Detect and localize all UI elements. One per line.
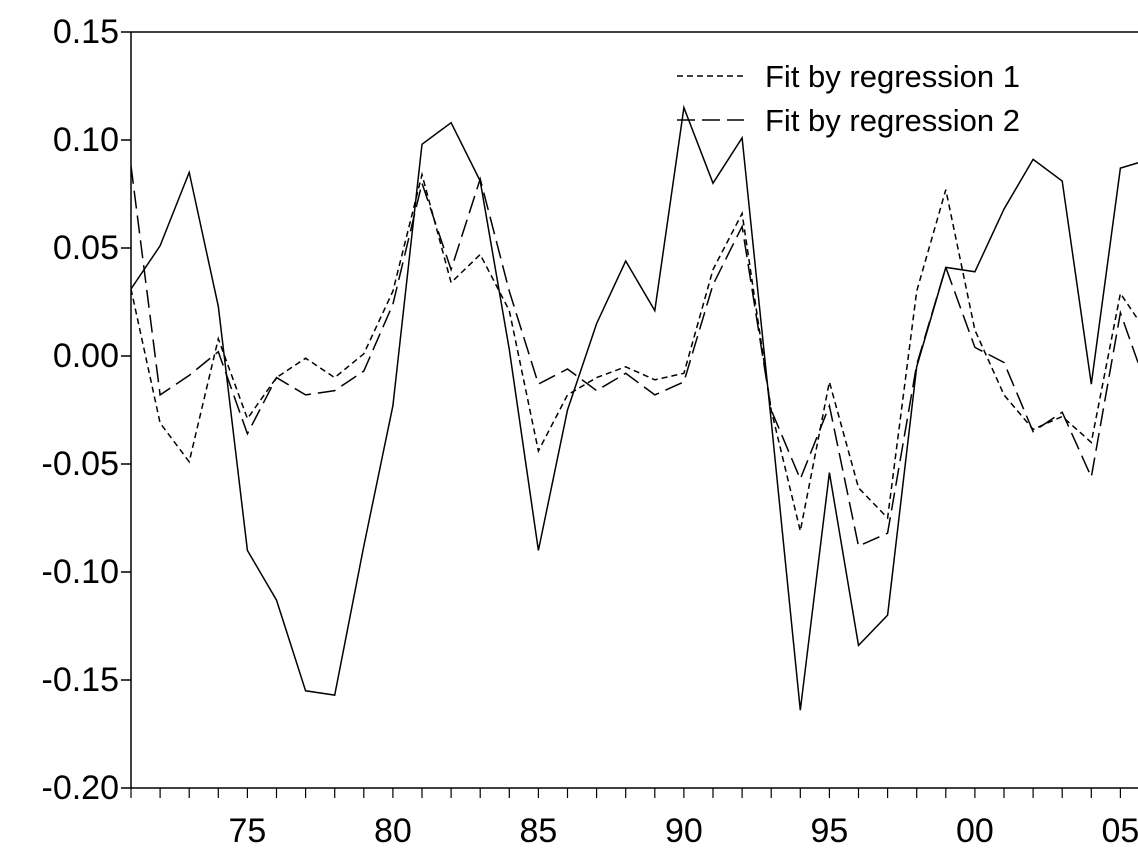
series-line-1 [131,108,1138,711]
x-tick-label: 90 [665,812,703,850]
x-tick-label: 05 [1101,812,1138,850]
y-tick-label: -0.20 [42,769,120,807]
series-line-3 [131,166,1138,546]
y-tick-label: 0.10 [53,121,119,159]
legend-label-2: Fit by regression 1 [765,59,1020,94]
series-line-2 [131,175,1138,533]
y-tick-label: 0.05 [53,229,119,267]
y-tick-label: 0.00 [53,337,119,375]
y-tick-label: -0.10 [42,553,120,591]
axes: 0.15 0.10 0.05 0.00 -0.05 -0.10 -0.15 -0.20 75 80… [42,13,1138,850]
x-tick-label: 75 [228,812,266,850]
x-tick-label: 95 [810,812,848,850]
legend: Fit by regression 1 Fit by regression 2 [677,59,1020,138]
x-tick-label: 85 [519,812,557,850]
y-tick-label: 0.15 [53,13,119,51]
x-tick-label: 80 [374,812,412,850]
legend-label-3: Fit by regression 2 [765,103,1020,138]
x-tick-label: 00 [956,812,994,850]
y-tick-label: -0.15 [42,661,120,699]
series-layer [131,108,1138,711]
y-tick-label: -0.05 [42,445,120,483]
